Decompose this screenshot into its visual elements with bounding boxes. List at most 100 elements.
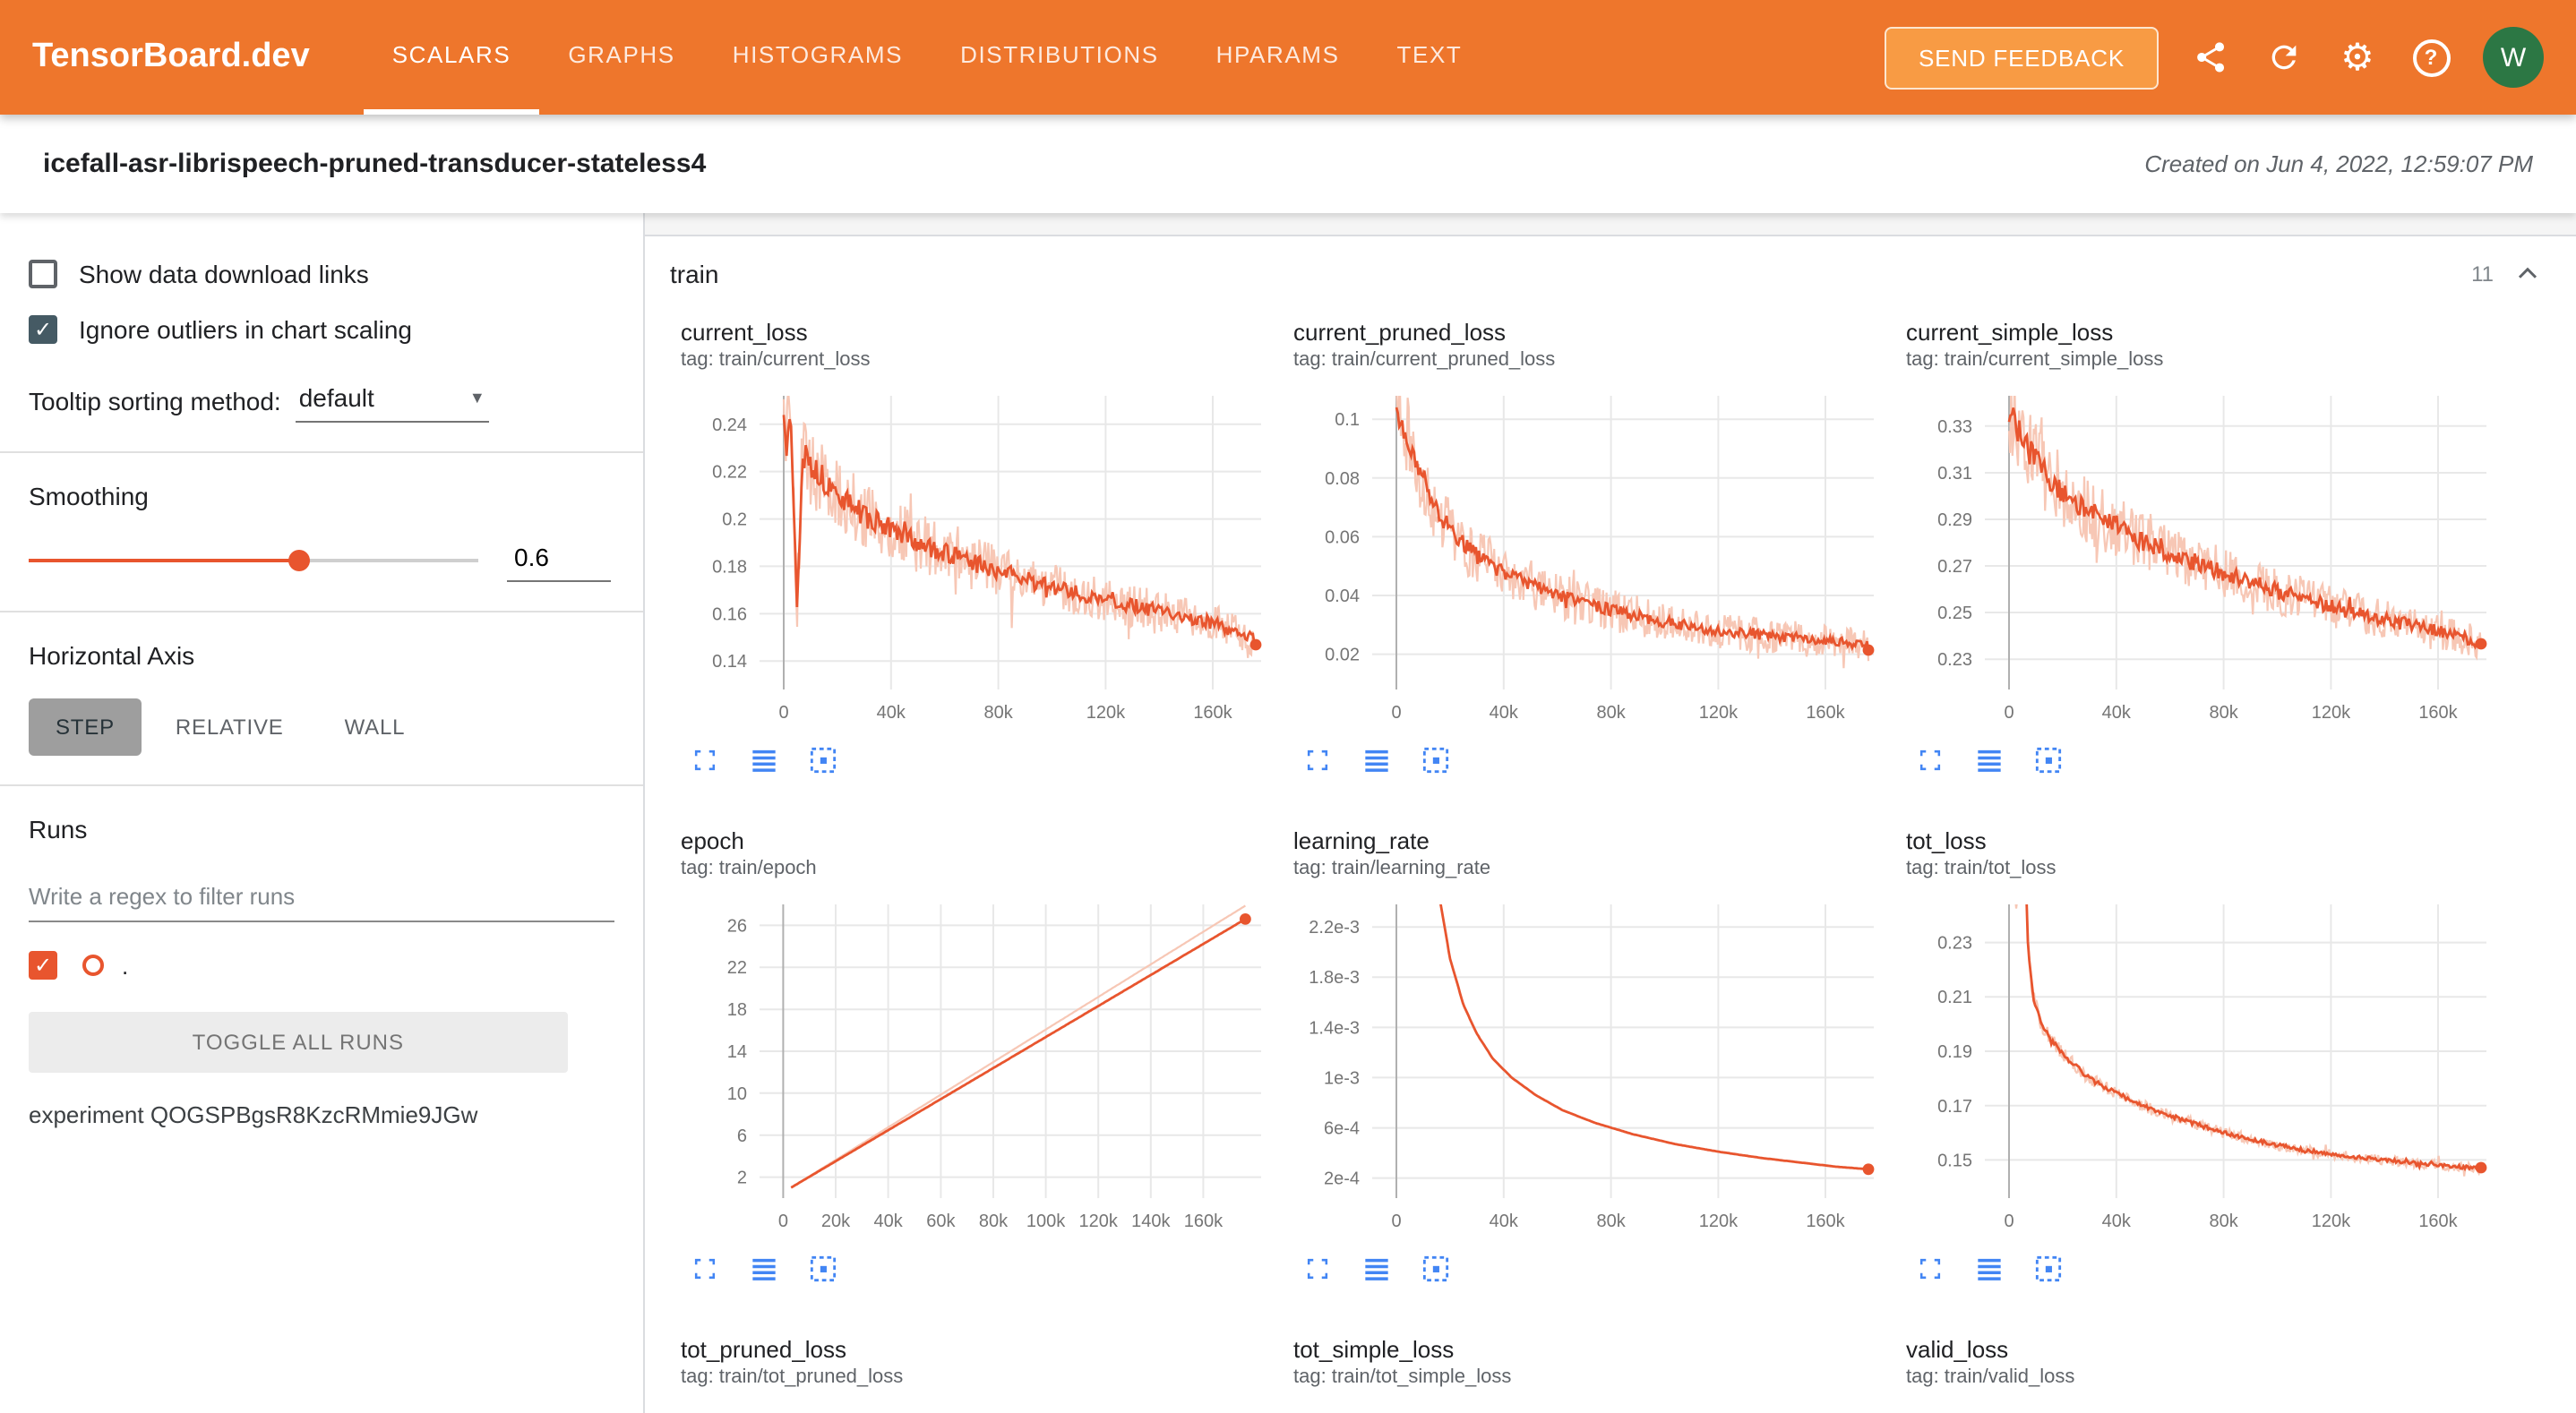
svg-text:10: 10 [727, 1084, 747, 1104]
svg-text:0.16: 0.16 [712, 604, 747, 624]
chart-title: valid_loss [1906, 1336, 2009, 1363]
tab-distributions[interactable]: DISTRIBUTIONS [960, 41, 1159, 68]
share-icon[interactable] [2189, 36, 2232, 79]
tooltip-sorting-dropdown[interactable]: default ▼ [295, 380, 489, 423]
expand-icon[interactable] [1913, 1250, 1949, 1286]
svg-text:0.22: 0.22 [712, 463, 747, 483]
svg-text:0.17: 0.17 [1937, 1097, 1972, 1117]
smoothing-value[interactable]: 0.6 [507, 539, 611, 582]
ignore-outliers-label: Ignore outliers in chart scaling [79, 315, 412, 344]
fit-domain-icon[interactable] [1419, 1250, 1455, 1286]
chart-title: tot_simple_loss [1293, 1336, 1455, 1363]
chart-title: current_simple_loss [1906, 319, 2114, 346]
fit-domain-icon[interactable] [2031, 741, 2067, 777]
avatar[interactable]: W [2483, 27, 2544, 88]
svg-text:160k: 160k [2418, 703, 2458, 723]
refresh-icon[interactable] [2263, 36, 2306, 79]
chart-plot[interactable]: 0.14 0.16 0.18 0.2 0.22 0.24 0 40k 80k 120k 160k [681, 381, 1272, 732]
chart-tag: tag: train/current_pruned_loss [1293, 349, 1556, 371]
svg-text:40k: 40k [2102, 1212, 2132, 1231]
expand-icon[interactable] [1913, 741, 1949, 777]
svg-text:160k: 160k [1184, 1212, 1224, 1231]
run-name: . [122, 952, 129, 979]
chart-toolbar [1906, 732, 2501, 777]
chart-title: learning_rate [1293, 827, 1430, 854]
expand-icon[interactable] [688, 1250, 724, 1286]
toggle-all-runs-button[interactable]: TOGGLE ALL RUNS [29, 1012, 568, 1073]
fit-domain-icon[interactable] [806, 1250, 842, 1286]
chart-grid: current_loss tag: train/current_loss 0.14 0… [645, 312, 2576, 1388]
svg-text:0: 0 [778, 703, 788, 723]
expand-icon[interactable] [1301, 1250, 1336, 1286]
svg-text:0.31: 0.31 [1937, 464, 1972, 484]
data-table-icon[interactable] [1972, 741, 2008, 777]
svg-text:1e-3: 1e-3 [1324, 1068, 1360, 1088]
run-color-icon [82, 955, 104, 976]
content: Show data download links ✓ Ignore outlie… [0, 213, 2576, 1413]
svg-text:80k: 80k [983, 703, 1013, 723]
run-group-name: train [670, 260, 719, 288]
svg-text:80k: 80k [979, 1212, 1009, 1231]
fit-domain-icon[interactable] [1419, 741, 1455, 777]
tab-hparams[interactable]: HPARAMS [1215, 41, 1340, 68]
svg-text:80k: 80k [2209, 1212, 2238, 1231]
help-icon[interactable]: ? [2409, 36, 2452, 79]
ignore-outliers-checkbox[interactable]: ✓ [29, 315, 57, 344]
tab-graphs[interactable]: GRAPHS [568, 41, 675, 68]
run-checkbox[interactable]: ✓ [29, 951, 57, 980]
svg-text:22: 22 [727, 958, 747, 978]
horizontal-axis-label: Horizontal Axis [29, 641, 195, 670]
data-table-icon[interactable] [747, 1250, 783, 1286]
svg-text:40k: 40k [877, 703, 906, 723]
runs-filter-input[interactable] [29, 872, 614, 922]
experiment-title: icefall-asr-librispeech-pruned-transduce… [43, 149, 707, 179]
chart-card-current_pruned_loss: current_pruned_loss tag: train/current_pr… [1293, 319, 1888, 777]
app-header: TensorBoard.dev SCALARS GRAPHS HISTOGRAMS D… [0, 0, 2576, 115]
svg-text:2.2e-3: 2.2e-3 [1309, 918, 1360, 938]
svg-text:0: 0 [778, 1212, 788, 1231]
created-timestamp: Created on Jun 4, 2022, 12:59:07 PM [2144, 150, 2533, 177]
chart-plot[interactable]: 2e-4 6e-4 1e-3 1.4e-3 1.8e-3 2.2e-3 0 40k 80k 120… [1293, 890, 1885, 1241]
fit-domain-icon[interactable] [806, 741, 842, 777]
svg-text:20k: 20k [821, 1212, 851, 1231]
svg-text:0.04: 0.04 [1325, 587, 1360, 606]
smoothing-slider[interactable] [29, 548, 478, 573]
svg-text:2: 2 [737, 1169, 747, 1188]
expand-icon[interactable] [1301, 741, 1336, 777]
data-table-icon[interactable] [1972, 1250, 2008, 1286]
run-group-header[interactable]: train 11 [645, 236, 2576, 312]
chart-plot[interactable]: 0.02 0.04 0.06 0.08 0.1 0 40k 80k 120k 160k [1293, 381, 1885, 732]
data-table-icon[interactable] [1360, 1250, 1395, 1286]
chart-title: current_loss [681, 319, 808, 346]
expand-icon[interactable] [688, 741, 724, 777]
chevron-up-icon[interactable] [2512, 258, 2544, 290]
run-group-card: train 11 current_loss tag: train/current_… [645, 235, 2576, 1413]
svg-text:0.29: 0.29 [1937, 510, 1972, 530]
tab-histograms[interactable]: HISTOGRAMS [732, 41, 904, 68]
show-download-links-checkbox[interactable] [29, 260, 57, 288]
axis-button-step[interactable]: STEP [29, 698, 142, 756]
svg-text:26: 26 [727, 916, 747, 936]
axis-button-wall[interactable]: WALL [318, 698, 433, 756]
svg-text:0.02: 0.02 [1325, 646, 1360, 665]
tab-scalars[interactable]: SCALARS [363, 0, 540, 115]
svg-text:0.33: 0.33 [1937, 417, 1972, 437]
svg-text:1.4e-3: 1.4e-3 [1309, 1018, 1360, 1038]
send-feedback-button[interactable]: SEND FEEDBACK [1884, 26, 2159, 89]
data-table-icon[interactable] [747, 741, 783, 777]
data-table-icon[interactable] [1360, 741, 1395, 777]
axis-button-relative[interactable]: RELATIVE [149, 698, 311, 756]
slider-thumb[interactable] [288, 550, 310, 571]
svg-text:6: 6 [737, 1126, 747, 1146]
chart-plot[interactable]: 0.15 0.17 0.19 0.21 0.23 0 40k 80k 120k 160k [1906, 890, 2497, 1241]
svg-text:120k: 120k [2312, 703, 2351, 723]
svg-text:0.23: 0.23 [1937, 650, 1972, 670]
tab-text[interactable]: TEXT [1396, 41, 1463, 68]
gear-icon[interactable]: ⚙ [2336, 36, 2379, 79]
fit-domain-icon[interactable] [2031, 1250, 2067, 1286]
svg-text:0: 0 [2004, 703, 2014, 723]
chart-plot[interactable]: 0.23 0.25 0.27 0.29 0.31 0.33 0 40k 80k 120k 160k [1906, 381, 2497, 732]
experiment-id: experiment QOGSPBgsR8KzcRMmie9JGw [29, 1101, 478, 1128]
